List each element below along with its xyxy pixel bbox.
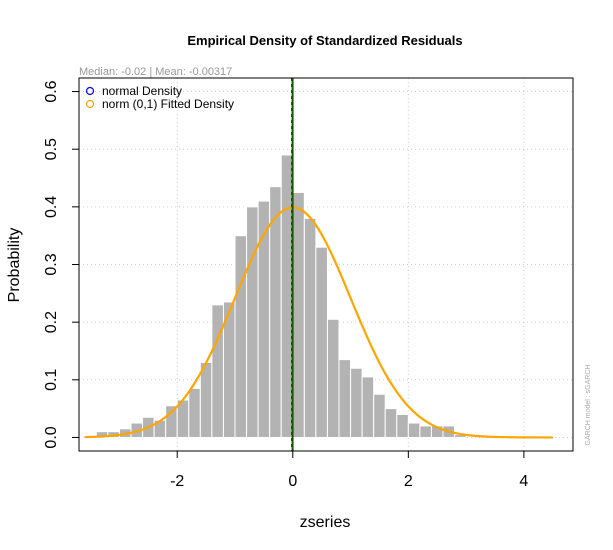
x-axis: -2 0 2 4 [170, 451, 528, 490]
density-curves [84, 206, 553, 439]
density-curve-1 [84, 206, 553, 439]
histogram-bar [315, 246, 328, 438]
histogram-bar [246, 206, 259, 438]
chart-subtitle: Median: -0.02 | Mean: -0.00317 [79, 66, 232, 78]
legend-marker-fitted-density [85, 99, 95, 109]
histogram-bar [338, 359, 352, 438]
histogram-bar [234, 235, 248, 438]
y-tick-label: 0.5 [43, 138, 60, 160]
histogram-bar [326, 318, 340, 438]
y-axis-label: Probability [6, 228, 23, 303]
chart-title: Empirical Density of Standardized Residu… [187, 33, 462, 48]
y-tick-label: 0.0 [43, 426, 60, 448]
histogram-bars [95, 154, 467, 438]
y-axis: 0.0 0.1 0.2 0.3 0.4 0.5 0.6 [43, 80, 79, 449]
y-tick-label: 0.6 [43, 80, 60, 102]
y-tick-label: 0.4 [43, 196, 60, 218]
model-note: GARCH model : sGARCH [585, 365, 592, 446]
histogram-bar [407, 422, 421, 438]
y-tick-label: 0.2 [43, 311, 60, 333]
x-tick-label: -2 [170, 473, 184, 490]
histogram-bar [384, 408, 398, 438]
histogram-bar [165, 405, 178, 438]
y-tick-label: 0.1 [43, 369, 60, 391]
legend-label-fitted-density: norm (0,1) Fitted Density [102, 97, 234, 111]
legend-label-normal-density: normal Density [102, 84, 182, 98]
legend: normal Density norm (0,1) Fitted Density [85, 84, 234, 111]
legend-marker-normal-density [85, 86, 95, 96]
histogram-bar [350, 367, 363, 438]
histogram-bar [199, 362, 213, 438]
histogram-bar [396, 413, 409, 438]
histogram-bar [361, 376, 375, 438]
y-tick-label: 0.3 [43, 253, 60, 275]
x-tick-label: 4 [519, 473, 528, 490]
histogram-bar [303, 217, 317, 438]
x-tick-label: 2 [404, 473, 413, 490]
histogram-bar [211, 304, 224, 438]
histogram-bar [373, 393, 386, 438]
histogram-bar [419, 425, 432, 438]
histogram-bar [292, 191, 305, 438]
center-lines [291, 78, 294, 451]
x-axis-label: zseries [300, 514, 351, 531]
histogram-bar [188, 387, 201, 438]
x-tick-label: 0 [288, 473, 297, 490]
